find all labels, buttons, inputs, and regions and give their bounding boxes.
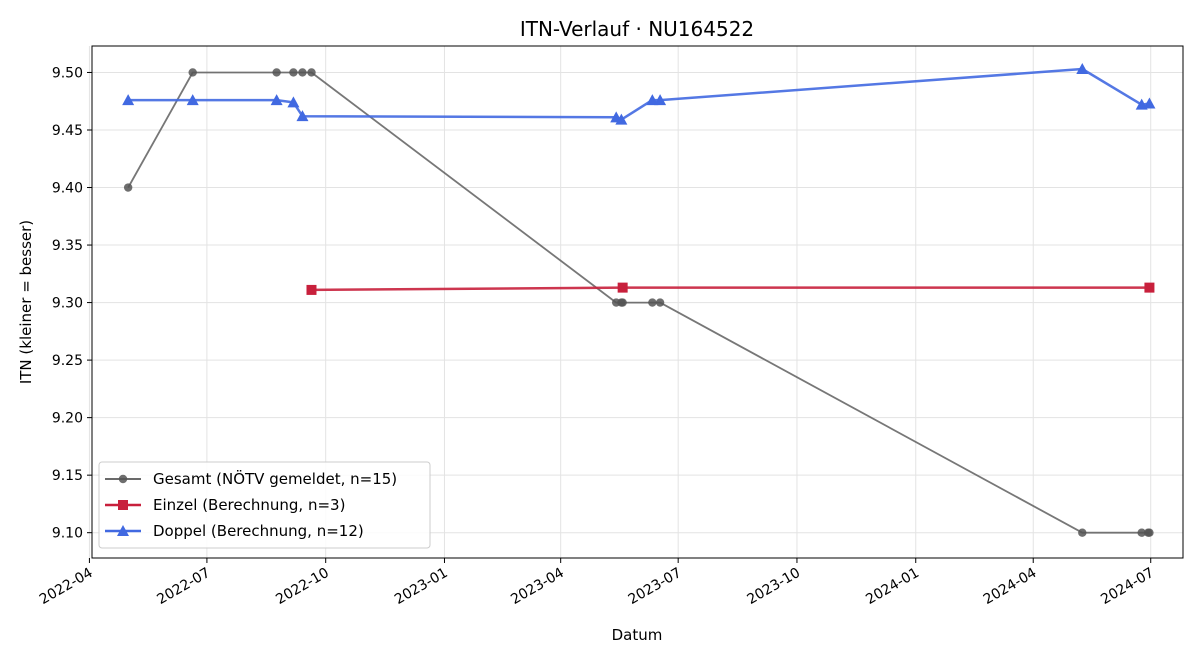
y-axis-label: ITN (kleiner = besser) (17, 220, 35, 384)
plot-frame (91, 45, 1184, 559)
y-tick-label: 9.10 (52, 526, 83, 542)
series-gesamt (123, 68, 1154, 537)
y-tick-label: 9.30 (52, 296, 83, 312)
data-point-gesamt (272, 68, 281, 77)
series-layer (122, 63, 1156, 537)
data-point-gesamt (648, 298, 657, 307)
data-point-gesamt (655, 298, 665, 307)
data-point-gesamt (188, 68, 197, 77)
data-point-doppel (270, 94, 283, 106)
legend-label-doppel: Doppel (Berechnung, n=12) (153, 522, 364, 540)
data-point-gesamt (618, 298, 627, 307)
data-point-gesamt (123, 183, 133, 192)
y-tick-label: 9.40 (52, 181, 83, 197)
y-tick-label: 9.15 (52, 468, 83, 484)
data-point-doppel (654, 94, 667, 106)
data-point-gesamt (289, 68, 298, 77)
y-tick-label: 9.25 (52, 353, 83, 369)
data-point-doppel (296, 110, 309, 122)
data-point-doppel (287, 96, 300, 108)
data-point-doppel (646, 94, 659, 106)
data-point-gesamt (298, 68, 307, 77)
data-point-gesamt (1137, 528, 1146, 537)
data-point-einzel (617, 282, 628, 293)
legend-label-einzel: Einzel (Berechnung, n=3) (153, 496, 345, 514)
legend-box (98, 461, 431, 549)
chart-title: ITN-Verlauf · NU164522 (520, 17, 754, 41)
legend-marker-doppel (117, 525, 129, 536)
legend: Gesamt (NÖTV gemeldet, n=15) Einzel (Bere… (98, 461, 431, 549)
data-point-einzel (306, 284, 317, 295)
data-point-doppel (186, 94, 199, 106)
data-point-gesamt (1145, 528, 1154, 537)
legend-label-gesamt: Gesamt (NÖTV gemeldet, n=15) (153, 469, 397, 488)
y-tick-label: 9.45 (52, 123, 83, 139)
y-tick-label: 9.20 (52, 411, 83, 427)
data-point-gesamt (1078, 528, 1087, 537)
series-einzel (306, 282, 1155, 295)
legend-marker-gesamt (118, 474, 128, 484)
y-axis: 9.10 9.15 9.20 9.25 9.30 9.35 9.40 9.45 9.50 (52, 65, 92, 542)
series-doppel (122, 63, 1156, 125)
data-point-einzel (1144, 282, 1155, 293)
x-axis-label: Datum (612, 626, 663, 644)
data-point-gesamt (307, 68, 316, 77)
legend-marker-einzel (118, 500, 128, 510)
data-point-doppel (615, 113, 628, 125)
data-point-doppel (1076, 63, 1089, 75)
data-point-doppel (1143, 97, 1156, 109)
data-point-doppel (122, 94, 135, 106)
y-tick-label: 9.50 (52, 65, 83, 81)
y-tick-label: 9.35 (52, 238, 83, 254)
